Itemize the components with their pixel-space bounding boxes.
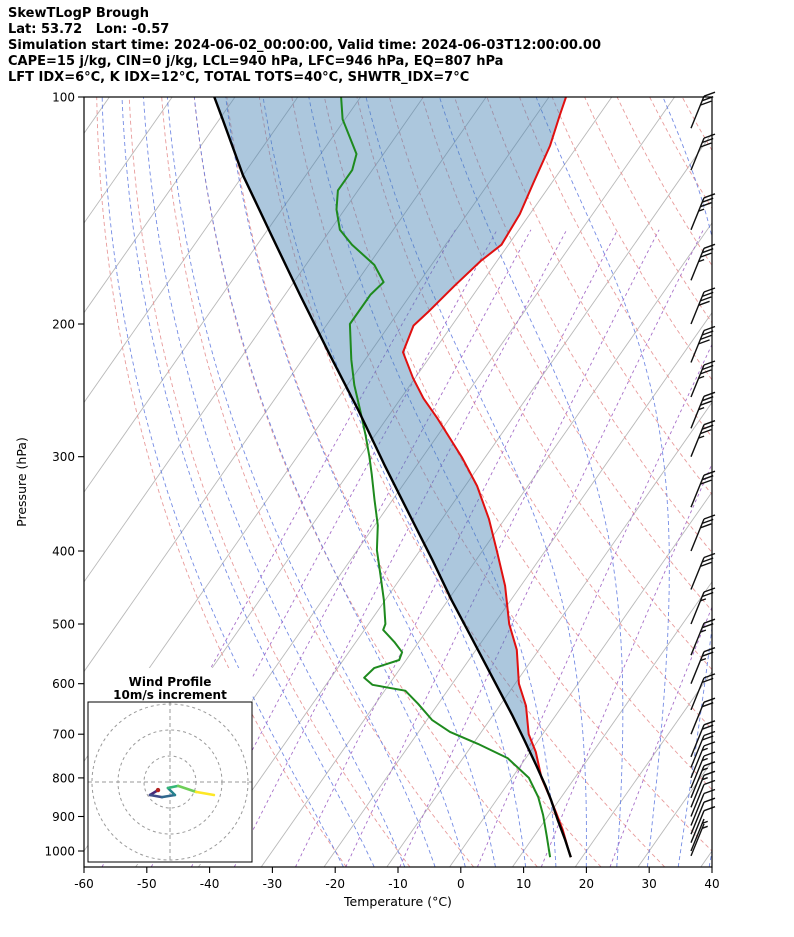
hodograph-trace-segment	[166, 786, 177, 797]
wind-barb	[690, 779, 716, 817]
pressure-tick-label: 900	[52, 810, 75, 824]
temperature-tick-label: -50	[137, 877, 157, 891]
pressure-tick-label: 300	[52, 450, 75, 464]
wind-barb	[690, 587, 716, 625]
wind-barb	[690, 391, 716, 429]
wind-barb	[690, 818, 708, 852]
wind-barb	[690, 720, 716, 758]
hodograph-inset	[87, 668, 253, 864]
wind-barb	[690, 552, 716, 590]
pressure-tick-label: 100	[52, 91, 75, 105]
header-block: SkewTLogP Brough Lat: 53.72 Lon: -0.57 S…	[8, 6, 601, 85]
wind-barb	[690, 788, 716, 826]
wind-barb	[690, 420, 716, 457]
hodograph-start-marker	[155, 787, 161, 793]
hodograph-border	[87, 701, 253, 863]
wind-barb	[690, 770, 716, 808]
time-line: Simulation start time: 2024-06-02_00:00:…	[8, 38, 601, 53]
wind-barb	[690, 514, 716, 552]
indices-line-2: LFT IDX=6°C, K IDX=12°C, TOTAL TOTS=40°C…	[8, 70, 469, 85]
temperature-tick-label: 20	[579, 877, 594, 891]
wind-barb	[690, 287, 716, 325]
tick-marks	[78, 96, 713, 873]
wind-barb	[690, 806, 716, 843]
x-axis-label: Temperature (°C)	[343, 894, 452, 909]
hodograph-trace-segment	[194, 790, 216, 797]
pressure-tick-label: 400	[52, 545, 75, 559]
wind-barb	[690, 730, 716, 768]
pressure-tick-label: 1000	[44, 845, 75, 859]
wind-barbs	[690, 91, 716, 857]
wind-barb	[690, 325, 716, 363]
background-grid	[84, 97, 712, 867]
temperature-tick-label: 0	[457, 877, 465, 891]
temperature-tick-label: -30	[263, 877, 283, 891]
wind-barb	[690, 797, 716, 835]
pressure-tick-label: 700	[52, 728, 75, 742]
temperature-tick-label: -60	[74, 877, 94, 891]
wind-barb	[690, 751, 716, 789]
hodograph-trace-segment	[148, 793, 164, 799]
pressure-tick-label: 500	[52, 618, 75, 632]
location-line: Lat: 53.72 Lon: -0.57	[8, 22, 169, 37]
hodograph-title: Wind Profile	[129, 675, 212, 689]
wind-barb	[690, 470, 716, 508]
wind-barb	[690, 133, 716, 171]
hodograph-trace-segment	[176, 784, 198, 794]
temperature-tick-label: -10	[388, 877, 408, 891]
pressure-tick-label: 800	[52, 771, 75, 785]
wind-barb	[690, 193, 716, 231]
hodograph-trace-segment	[166, 784, 180, 790]
wind-barb	[690, 618, 716, 656]
dewpoint-curve	[335, 97, 552, 858]
y-axis-label: Pressure (hPa)	[14, 437, 29, 527]
temperature-tick-label: 40	[704, 877, 719, 891]
parcel-curve	[213, 97, 572, 858]
pressure-tick-label: 200	[52, 318, 75, 332]
moist-adiabats	[101, 97, 712, 867]
wind-barb	[690, 741, 716, 779]
wind-barb	[690, 823, 708, 857]
temperature-tick-label: 10	[516, 877, 531, 891]
temperature-tick-label: -40	[200, 877, 220, 891]
pressure-tick-label: 600	[52, 677, 75, 691]
wind-barb	[690, 647, 716, 684]
temperature-tick-label: -20	[325, 877, 345, 891]
cape-shaded-area	[214, 97, 567, 781]
wind-barb	[690, 360, 716, 398]
temperature-tick-label: 30	[642, 877, 657, 891]
wind-barb	[690, 761, 716, 799]
indices-line-1: CAPE=15 j/kg, CIN=0 j/kg, LCL=940 hPa, L…	[8, 54, 503, 69]
wind-barb	[690, 243, 716, 281]
wind-barb	[690, 673, 716, 711]
hodograph-trace-segment	[160, 793, 177, 799]
hodograph-subtitle: 10m/s increment	[113, 688, 227, 702]
page-title: SkewTLogP Brough	[8, 6, 149, 21]
wind-barb	[690, 697, 716, 735]
isotherm-lines	[84, 97, 712, 867]
